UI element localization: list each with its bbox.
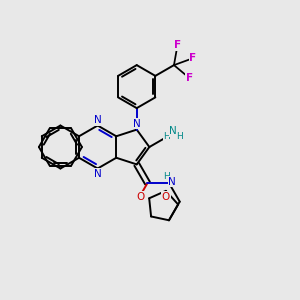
Text: H: H — [163, 172, 170, 181]
Text: N: N — [94, 115, 101, 125]
Text: N: N — [169, 127, 177, 136]
Text: F: F — [190, 53, 196, 63]
Text: O: O — [136, 192, 144, 202]
Text: H: H — [163, 132, 170, 141]
Text: O: O — [162, 192, 170, 202]
Text: H: H — [176, 132, 183, 141]
Text: N: N — [94, 169, 101, 179]
Text: N: N — [133, 118, 141, 129]
Text: F: F — [174, 40, 181, 50]
Text: F: F — [186, 73, 193, 83]
Text: N: N — [168, 176, 176, 187]
